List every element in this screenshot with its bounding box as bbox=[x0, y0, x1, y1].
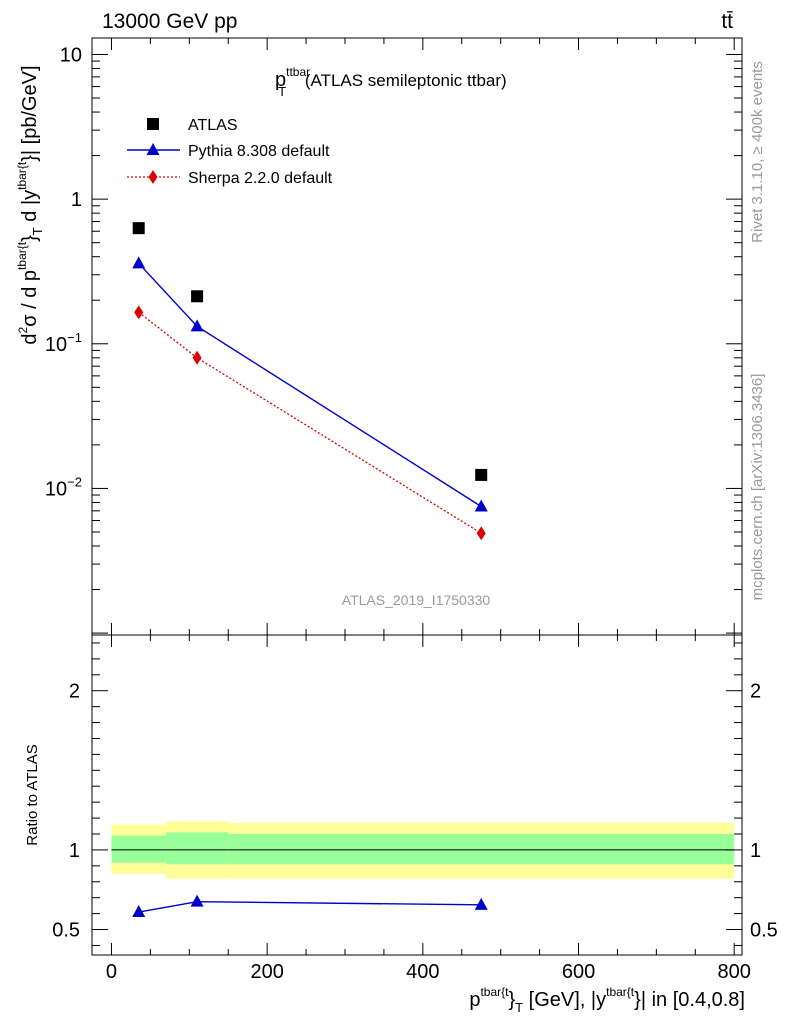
data-point-atlas bbox=[191, 290, 204, 303]
plot-title: pttbar T (ATLAS semileptonic ttbar) bbox=[275, 65, 507, 99]
y-tick-label-ratio-right: 0.5 bbox=[750, 920, 778, 942]
series-layer bbox=[132, 222, 488, 918]
y-axis-label-main: d2σ / d ptbar{t}T d |ytbar{t}| [pb/GeV] bbox=[15, 65, 45, 344]
data-point-pythia bbox=[190, 319, 204, 332]
y-axis-label-ratio: Ratio to ATLAS bbox=[24, 744, 41, 845]
ratio-band-layer bbox=[111, 821, 735, 879]
series-line-sherpa bbox=[138, 311, 482, 534]
legend-marker-pythia bbox=[146, 143, 160, 155]
axis-layer: 0 200 400 600 800 10−2 10−1 1 10 0.5 0.5 1 1 2 2 bbox=[45, 38, 778, 983]
y-tick-label-ratio-right: 1 bbox=[750, 840, 761, 862]
ratio-band-inner bbox=[228, 834, 735, 865]
rivet-label: Rivet 3.1.10, ≥ 400k events bbox=[749, 61, 766, 243]
legend-label: Sherpa 2.2.0 default bbox=[188, 170, 333, 187]
analysis-label: ATLAS_2019_I1750330 bbox=[342, 592, 491, 608]
y-tick-label-ratio-right: 2 bbox=[750, 681, 761, 703]
ratio-point-pythia bbox=[132, 905, 146, 918]
y-tick-label-ratio-left: 0.5 bbox=[52, 920, 80, 942]
y-tick-label-main: 10−1 bbox=[45, 330, 82, 356]
ratio-band-inner bbox=[111, 835, 166, 863]
legend-label: Pythia 8.308 default bbox=[188, 143, 330, 160]
y-tick-label-main: 10−2 bbox=[45, 474, 82, 500]
data-point-pythia bbox=[474, 499, 488, 512]
y-tick-label-main: 10 bbox=[60, 44, 82, 66]
mcplots-label: mcplots.cern.ch [arXiv:1306.3436] bbox=[749, 374, 766, 601]
ratio-line-pythia bbox=[138, 900, 482, 913]
plot-frames bbox=[91, 37, 743, 956]
ratio-point-pythia bbox=[474, 897, 488, 910]
legend: ATLAS Pythia 8.308 default Sherpa 2.2.0 de… bbox=[127, 117, 333, 187]
y-tick-label-main: 1 bbox=[71, 189, 82, 211]
data-point-pythia bbox=[132, 256, 146, 269]
ratio-band-inner bbox=[165, 832, 229, 865]
data-point-sherpa bbox=[192, 350, 202, 365]
legend-label: ATLAS bbox=[188, 117, 238, 134]
x-tick-label: 200 bbox=[250, 961, 283, 983]
x-tick-label: 600 bbox=[562, 961, 595, 983]
legend-marker-sherpa bbox=[148, 170, 158, 184]
x-axis-label: ptbar{t}T [GeV], |ytbar{t}| in [0.4,0.8] bbox=[469, 985, 745, 1015]
ratio-plot-frame bbox=[91, 634, 743, 956]
header-right: tt̄ bbox=[721, 10, 733, 33]
data-point-atlas bbox=[132, 222, 145, 235]
x-tick-label: 400 bbox=[406, 961, 439, 983]
header-left: 13000 GeV pp bbox=[102, 10, 237, 33]
data-point-sherpa bbox=[134, 305, 144, 320]
x-tick-label: 0 bbox=[106, 961, 117, 983]
series-line-pythia bbox=[138, 262, 482, 508]
y-tick-label-ratio-left: 1 bbox=[69, 840, 80, 862]
data-point-sherpa bbox=[476, 526, 486, 541]
data-point-atlas bbox=[475, 468, 488, 481]
legend-marker-atlas bbox=[147, 118, 159, 130]
ratio-point-pythia bbox=[190, 894, 204, 907]
x-tick-label: 800 bbox=[718, 961, 751, 983]
y-tick-label-ratio-left: 2 bbox=[69, 681, 80, 703]
